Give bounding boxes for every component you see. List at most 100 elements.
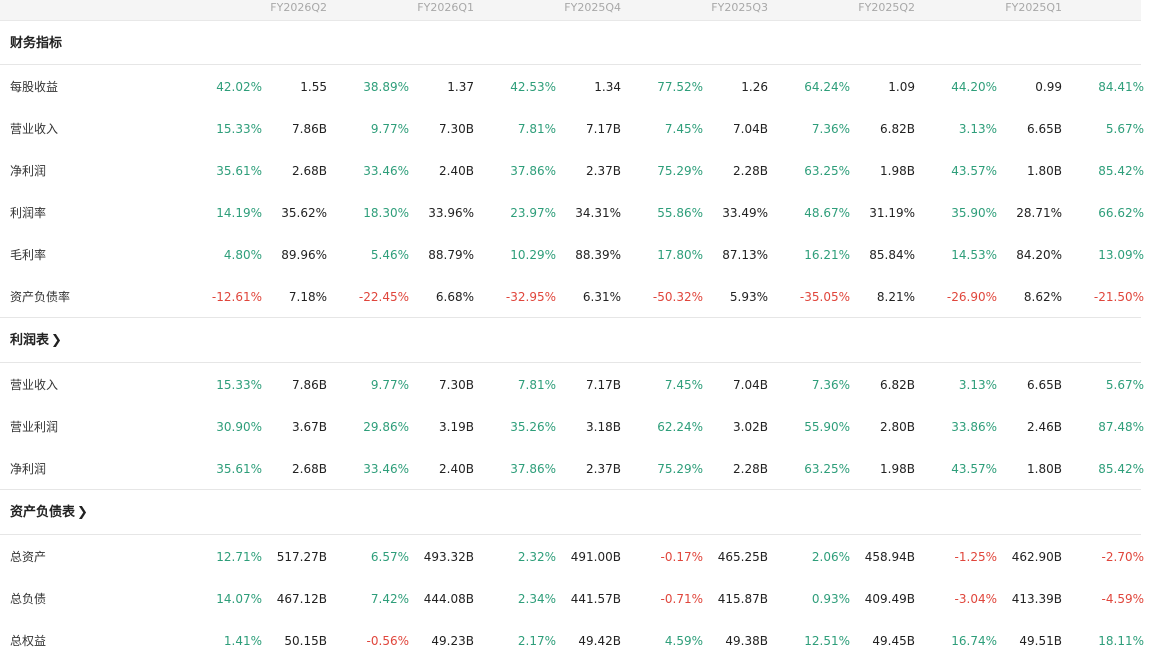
change-percent: 84.41% <box>1098 80 1144 94</box>
row-label: 营业利润 <box>10 420 59 434</box>
table-row: 净利润 35.61% 2.68B 33.46% 2.40B 37.86% 2.37B 75.2… <box>0 459 1149 479</box>
metric-value: 2.28B <box>733 462 768 476</box>
table-row: 资产负债率 -12.61% 7.18% -22.45% 6.68% -32.95% 6.31… <box>0 287 1149 307</box>
section-divider <box>0 489 1141 490</box>
change-percent: 33.46% <box>363 462 409 476</box>
change-percent: 48.67% <box>804 206 850 220</box>
change-percent: 75.29% <box>657 164 703 178</box>
metric-value: 49.42B <box>578 634 621 648</box>
change-percent: -12.61% <box>211 290 262 304</box>
change-percent: 35.26% <box>510 420 556 434</box>
change-percent: -50.32% <box>652 290 703 304</box>
change-percent: 0.93% <box>811 592 850 606</box>
metric-value: 1.80B <box>1027 462 1062 476</box>
change-percent: 33.46% <box>363 164 409 178</box>
change-percent: 2.34% <box>517 592 556 606</box>
metric-value: 50.15B <box>284 634 327 648</box>
section-title[interactable]: 利润表 ❯ <box>10 331 62 351</box>
change-percent: 37.86% <box>510 164 556 178</box>
table-row: 每股收益 42.02% 1.55 38.89% 1.37 42.53% 1.34 77.52%… <box>0 77 1149 97</box>
change-percent: 15.33% <box>216 378 262 392</box>
metric-value: 6.82B <box>880 122 915 136</box>
metric-value: 2.40B <box>439 462 474 476</box>
change-percent: -3.04% <box>954 592 997 606</box>
change-percent: 7.45% <box>664 378 703 392</box>
change-percent: -4.59% <box>1101 592 1144 606</box>
metric-value: 7.04B <box>733 122 768 136</box>
period-header: FY2025Q1 <box>1005 1 1062 14</box>
period-header: FY2025Q4 <box>564 1 621 14</box>
change-percent: 2.06% <box>811 550 850 564</box>
row-label: 营业收入 <box>10 378 59 392</box>
change-percent: 1.41% <box>223 634 262 648</box>
change-percent: -32.95% <box>505 290 556 304</box>
metric-value: 3.18B <box>586 420 621 434</box>
metric-value: 7.17B <box>586 122 621 136</box>
section-title: 财务指标 <box>10 34 62 54</box>
metric-value: 1.37 <box>447 80 474 94</box>
change-percent: 5.67% <box>1105 378 1144 392</box>
change-percent: 35.61% <box>216 462 262 476</box>
change-percent: 16.21% <box>804 248 850 262</box>
metric-value: 458.94B <box>864 550 915 564</box>
change-percent: -2.70% <box>1101 550 1144 564</box>
row-label: 利润率 <box>10 206 47 220</box>
change-percent: 7.81% <box>517 122 556 136</box>
metric-value: 413.39B <box>1011 592 1062 606</box>
change-percent: 16.74% <box>951 634 997 648</box>
table-row: 营业收入 15.33% 7.86B 9.77% 7.30B 7.81% 7.17B 7.45%… <box>0 119 1149 139</box>
change-percent: 7.36% <box>811 378 850 392</box>
metric-value: 467.12B <box>276 592 327 606</box>
metric-value: 5.93% <box>729 290 768 304</box>
metric-value: 409.49B <box>864 592 915 606</box>
change-percent: 6.57% <box>370 550 409 564</box>
metric-value: 84.20% <box>1016 248 1062 262</box>
section-title-text: 资产负债表 <box>10 505 76 520</box>
metric-value: 465.25B <box>717 550 768 564</box>
chevron-right-icon[interactable]: ❯ <box>77 505 88 520</box>
metric-value: 31.19% <box>869 206 915 220</box>
change-percent: -26.90% <box>946 290 997 304</box>
metric-value: 517.27B <box>276 550 327 564</box>
section-title[interactable]: 资产负债表 ❯ <box>10 503 88 523</box>
row-label: 总负债 <box>10 592 47 606</box>
change-percent: 66.62% <box>1098 206 1144 220</box>
change-percent: -0.56% <box>366 634 409 648</box>
metric-value: 3.67B <box>292 420 327 434</box>
metric-value: 2.46B <box>1027 420 1062 434</box>
metric-value: 2.28B <box>733 164 768 178</box>
table-row: 总资产 12.71% 517.27B 6.57% 493.32B 2.32% 491.00B… <box>0 547 1149 567</box>
row-label: 资产负债率 <box>10 290 71 304</box>
change-percent: -22.45% <box>358 290 409 304</box>
metric-value: 33.96% <box>428 206 474 220</box>
metric-value: 34.31% <box>575 206 621 220</box>
chevron-right-icon[interactable]: ❯ <box>51 333 62 348</box>
change-percent: 33.86% <box>951 420 997 434</box>
metric-value: 8.21% <box>876 290 915 304</box>
metric-value: 2.80B <box>880 420 915 434</box>
period-header: FY2026Q1 <box>417 1 474 14</box>
table-row: 利润率 14.19% 35.62% 18.30% 33.96% 23.97% 34.31% 5… <box>0 203 1149 223</box>
metric-value: 28.71% <box>1016 206 1062 220</box>
metric-value: 88.79% <box>428 248 474 262</box>
change-percent: 10.29% <box>510 248 556 262</box>
metric-value: 415.87B <box>717 592 768 606</box>
change-percent: 62.24% <box>657 420 703 434</box>
change-percent: 55.86% <box>657 206 703 220</box>
row-label: 每股收益 <box>10 80 59 94</box>
metric-value: 7.04B <box>733 378 768 392</box>
metric-value: 493.32B <box>423 550 474 564</box>
table-row: 总负债 14.07% 467.12B 7.42% 444.08B 2.34% 441.57B… <box>0 589 1149 609</box>
change-percent: 14.07% <box>216 592 262 606</box>
row-label: 毛利率 <box>10 248 47 262</box>
change-percent: 29.86% <box>363 420 409 434</box>
metric-value: 3.19B <box>439 420 474 434</box>
change-percent: 2.32% <box>517 550 556 564</box>
change-percent: 77.52% <box>657 80 703 94</box>
row-label: 净利润 <box>10 164 47 178</box>
period-header: FY2025Q2 <box>858 1 915 14</box>
section-title-text: 财务指标 <box>10 36 63 51</box>
change-percent: 38.89% <box>363 80 409 94</box>
metric-value: 88.39% <box>575 248 621 262</box>
change-percent: 2.17% <box>517 634 556 648</box>
